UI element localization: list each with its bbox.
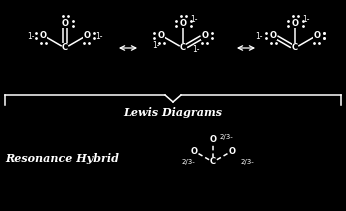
Text: O: O <box>40 31 47 40</box>
Text: 1-: 1- <box>190 15 198 24</box>
Text: O: O <box>209 135 217 145</box>
Text: 2/3-: 2/3- <box>240 159 254 165</box>
Text: O: O <box>229 146 236 156</box>
Text: C: C <box>292 43 298 53</box>
Text: 1-: 1- <box>302 15 310 24</box>
Text: O: O <box>62 19 69 27</box>
Text: O: O <box>313 31 320 40</box>
Text: C: C <box>180 43 186 53</box>
Text: O: O <box>180 19 186 27</box>
Text: 1-: 1- <box>95 32 102 41</box>
Text: O: O <box>158 31 165 40</box>
Text: 1-: 1- <box>153 41 160 50</box>
Text: O: O <box>83 31 90 40</box>
Text: O: O <box>201 31 208 40</box>
Text: C: C <box>210 157 216 166</box>
Text: O: O <box>270 31 277 40</box>
Text: O: O <box>190 146 198 156</box>
Text: 2/3-: 2/3- <box>219 134 233 140</box>
Text: Lewis Diagrams: Lewis Diagrams <box>124 107 222 118</box>
Text: Resonance Hybrid: Resonance Hybrid <box>5 153 119 164</box>
Text: 1-: 1- <box>192 45 200 54</box>
Text: 1-: 1- <box>256 32 263 41</box>
Text: 1-: 1- <box>28 32 35 41</box>
Text: 2/3-: 2/3- <box>181 159 195 165</box>
Text: C: C <box>62 43 68 53</box>
Text: O: O <box>291 19 299 27</box>
